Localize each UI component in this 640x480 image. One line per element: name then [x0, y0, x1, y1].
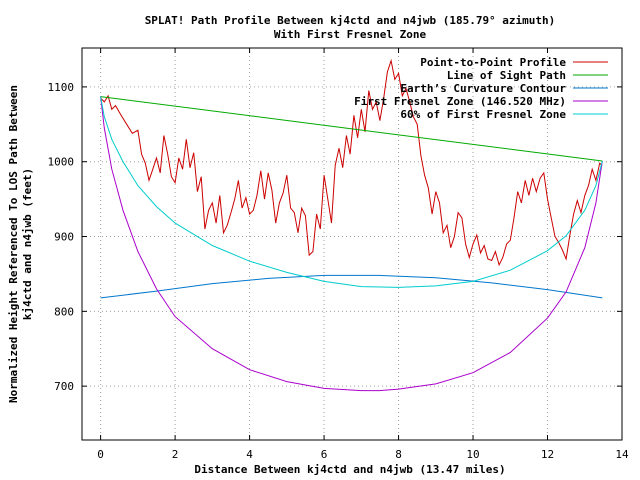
x-tick-label: 10: [466, 448, 479, 461]
series-line-earth-s-curvature-contour: [100, 274, 603, 299]
x-tick-label: 12: [541, 448, 554, 461]
y-tick-label: 1000: [48, 156, 75, 169]
legend-label-earth-s-curvature-contour: Earth’s Curvature Contour: [400, 82, 566, 95]
y-axis-label-line-2: kj4ctd and n4jwb (feet): [21, 168, 34, 320]
x-tick-label: 14: [615, 448, 629, 461]
y-axis-label-line-1: Normalized Height Referenced To LOS Path…: [7, 85, 20, 403]
y-tick-label: 700: [54, 380, 74, 393]
legend-label-line-of-sight-path: Line of Sight Path: [447, 69, 566, 82]
legend-label-point-to-point-profile: Point-to-Point Profile: [420, 56, 566, 69]
series-line-60-of-first-fresnel-zone: [100, 96, 603, 288]
x-axis-label: Distance Between kj4ctd and n4jwb (13.47…: [194, 463, 505, 476]
chart-subtitle: With First Fresnel Zone: [274, 28, 427, 41]
y-tick-label: 900: [54, 231, 74, 244]
x-tick-label: 6: [321, 448, 328, 461]
x-tick-label: 4: [246, 448, 253, 461]
x-tick-label: 0: [97, 448, 104, 461]
series-line-first-fresnel-zone-146-520-mhz: [100, 96, 603, 392]
y-tick-label: 800: [54, 305, 74, 318]
legend-label-60-of-first-fresnel-zone: 60% of First Fresnel Zone: [400, 108, 566, 121]
series-line-line-of-sight-path: [100, 96, 603, 162]
legend-label-first-fresnel-zone-146-520-mhz: First Fresnel Zone (146.520 MHz): [354, 95, 566, 108]
x-tick-label: 2: [172, 448, 179, 461]
y-tick-label: 1100: [48, 81, 75, 94]
plot-frame: [81, 47, 623, 441]
series-group: [100, 58, 603, 392]
series-line-point-to-point-profile: [100, 58, 603, 267]
chart-title: SPLAT! Path Profile Between kj4ctd and n…: [145, 14, 556, 27]
x-tick-label: 8: [395, 448, 402, 461]
